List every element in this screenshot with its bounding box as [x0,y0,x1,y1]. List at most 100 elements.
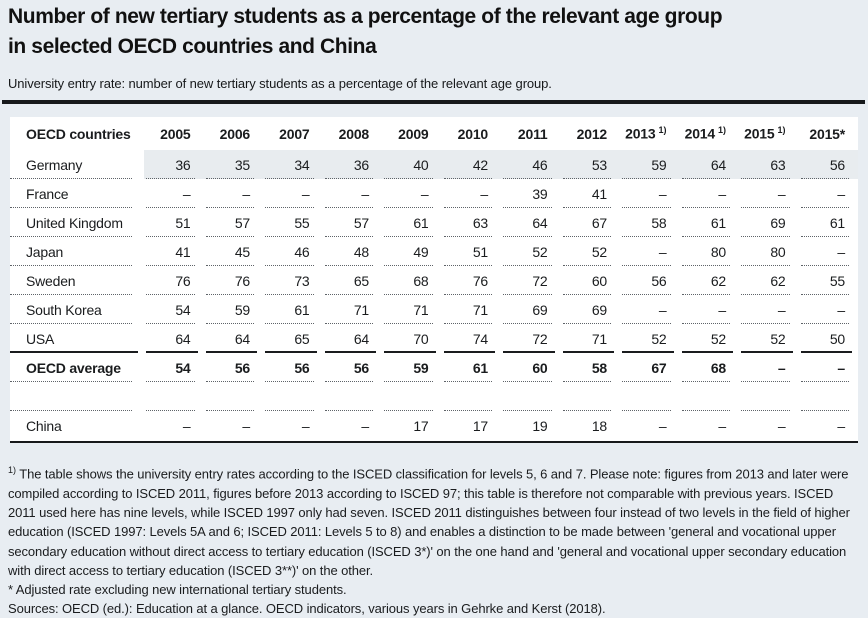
value-cell: – [204,179,264,208]
table-header-row: OECD countries 2005 2006 2007 2008 2009 2010 20… [10,117,858,150]
value-cell: 69 [739,208,799,237]
footnote-1: 1) The table shows the university entry … [8,461,861,580]
value-cell: 59 [204,295,264,324]
table-row-south-korea: South Korea 54 59 61 71 71 71 69 69– – – – [10,295,858,324]
table-spacer-row [10,382,858,411]
value-cell: 61 [442,353,502,382]
column-header-year: 2008 [338,125,370,142]
value-cell: – [442,179,502,208]
value-cell [144,382,204,411]
row-label: OECD average [10,353,144,382]
value-cell [263,382,323,411]
sources-line: Sources: OECD (ed.): Education at a glan… [8,601,606,617]
page-title: Number of new tertiary students as a per… [8,2,723,62]
value-cell: 64 [679,150,739,179]
value-cell: 65 [263,324,323,353]
value-cell: 69 [561,295,621,324]
value-cell: 67 [561,208,621,237]
value-cell: 56 [263,353,323,382]
entry-rate-table-container: OECD countries 2005 2006 2007 2008 2009 2010 20… [10,117,858,443]
value-cell: 76 [204,266,264,295]
table-row-germany: Germany 36 35 34 36 40 42 46 53 59 64 63 56 [10,150,858,179]
value-cell: 61 [799,208,859,237]
value-cell: – [144,179,204,208]
value-cell: 74 [442,324,502,353]
value-cell: 64 [323,324,383,353]
value-cell: 63 [739,150,799,179]
value-cell: 64 [204,324,264,353]
value-cell: – [799,353,859,382]
footnote-1-marker: 1) [8,465,17,475]
value-cell: 80 [739,237,799,266]
value-cell: – [799,237,859,266]
value-cell: – [620,295,680,324]
value-cell: 71 [561,324,621,353]
page-title-line2: in selected OECD countries and China [8,35,377,58]
value-cell: 62 [739,266,799,295]
value-cell: 71 [442,295,502,324]
column-header-year: 2015 1) [744,125,786,142]
value-cell [382,382,442,411]
column-header-year: 2009 [398,125,429,142]
value-cell: – [739,179,799,208]
value-cell: 52 [620,324,680,353]
value-cell [561,382,621,411]
value-cell: 52 [561,237,621,266]
value-cell: 72 [501,266,561,295]
value-cell [680,382,740,411]
column-header-year: 2007 [279,125,310,142]
value-cell: – [182,418,191,434]
footnotes: 1) The table shows the university entry … [8,461,861,618]
column-header-countries: OECD countries [26,125,131,142]
table-body: Germany 36 35 34 36 40 42 46 53 59 64 63 56 France – – –… [10,150,858,441]
value-cell: 61 [382,208,442,237]
value-cell: 61 [680,208,740,237]
value-cell: 71 [382,295,442,324]
footnote-reference: 1) [658,125,667,136]
value-cell: 72 [501,324,561,353]
value-cell: 76 [442,266,502,295]
value-cell: – [620,237,680,266]
table-row-china: China – – – – 17 17 19 18 – – – – [10,411,858,441]
value-cell: 71 [323,295,383,324]
column-header-year: 2015* [809,125,845,142]
value-cell: – [242,418,250,434]
value-cell: 51 [144,208,204,237]
value-cell: 57 [204,208,264,237]
value-cell: – [263,179,323,208]
value-cell: 35 [203,150,263,179]
footnote-1-text: The table shows the university entry rat… [8,466,850,578]
value-cell: 53 [560,150,620,179]
row-label: USA [10,324,144,353]
value-cell: 60 [561,266,621,295]
value-cell: 41 [144,237,204,266]
value-cell [620,382,680,411]
column-header-year: 2011 [517,125,548,142]
value-cell: 17 [472,418,488,434]
value-cell: 56 [620,266,680,295]
value-cell [739,382,799,411]
value-cell: 51 [442,237,502,266]
value-cell: – [777,418,786,434]
row-label: China [26,418,62,434]
column-header-year: 2006 [219,125,251,142]
value-cell: 54 [144,353,204,382]
value-cell: 63 [442,208,502,237]
value-cell: 46 [501,150,561,179]
value-cell: – [680,295,740,324]
value-cell: – [658,418,667,434]
value-cell: 45 [204,237,264,266]
page-title-line1: Number of new tertiary students as a per… [8,5,723,28]
table-subtitle: University entry rate: number of new ter… [8,76,552,91]
value-cell: 58 [561,353,621,382]
horizontal-rule [2,100,865,104]
value-cell: 36 [144,150,204,179]
column-header-year: 2014 1) [684,125,726,142]
footnote-reference: 1) [777,125,786,136]
value-cell: 61 [263,295,323,324]
column-header-year: 2005 [160,125,191,142]
value-cell: 52 [680,324,740,353]
value-cell: 49 [382,237,442,266]
value-cell [204,382,264,411]
